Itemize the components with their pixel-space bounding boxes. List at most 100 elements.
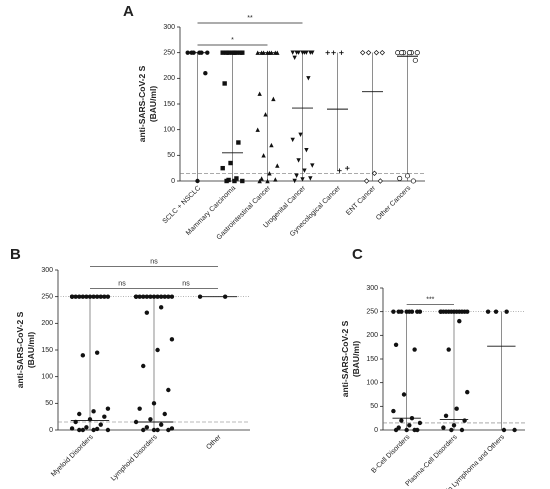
point xyxy=(155,294,160,299)
point xyxy=(377,178,384,184)
point xyxy=(148,294,153,299)
point xyxy=(169,294,175,299)
point xyxy=(485,309,491,314)
point xyxy=(396,309,401,314)
point xyxy=(306,76,311,81)
y-tick-label: 50 xyxy=(45,400,53,407)
point xyxy=(158,294,164,299)
y-axis-label-line: (BAU/ml) xyxy=(148,86,158,123)
point xyxy=(158,305,164,310)
y-tick-label: 0 xyxy=(49,427,53,434)
point xyxy=(94,426,100,432)
point xyxy=(504,309,509,314)
point xyxy=(105,427,111,433)
point xyxy=(166,387,171,393)
point xyxy=(300,50,305,55)
point xyxy=(263,112,268,117)
point xyxy=(73,294,78,299)
y-tick-label: 0 xyxy=(171,178,175,185)
y-tick-label: 50 xyxy=(370,403,378,410)
significance-label: * xyxy=(231,37,234,44)
point xyxy=(393,342,399,347)
point xyxy=(162,411,167,417)
point xyxy=(151,294,157,299)
x-tick-label: SCLC + NSCLC xyxy=(162,185,203,226)
point xyxy=(141,427,146,433)
significance-label: ** xyxy=(247,15,253,22)
x-tick-label: B-Cell Disorders xyxy=(370,433,411,474)
y-axis-label-line: (BAU/ml) xyxy=(351,341,361,378)
point xyxy=(84,425,89,430)
panel-label: A xyxy=(123,3,134,20)
point xyxy=(236,140,241,145)
point xyxy=(292,178,297,184)
point xyxy=(228,160,233,166)
y-tick-label: 150 xyxy=(41,347,53,354)
y-tick-label: 200 xyxy=(41,320,53,327)
point xyxy=(446,347,451,352)
point xyxy=(273,177,278,182)
point xyxy=(137,406,142,411)
point xyxy=(234,176,239,181)
point xyxy=(454,406,459,411)
point xyxy=(459,309,465,314)
point xyxy=(158,422,164,427)
y-tick-label: 100 xyxy=(41,374,53,381)
point xyxy=(255,127,260,132)
point xyxy=(69,426,75,431)
point xyxy=(302,168,307,173)
y-tick-label: 300 xyxy=(163,24,175,31)
y-axis-label-line: anti-SARS-CoV-2 S xyxy=(340,320,350,397)
point xyxy=(292,55,297,60)
point xyxy=(222,81,227,86)
point xyxy=(294,50,299,55)
significance-label: ns xyxy=(182,281,190,288)
point xyxy=(259,176,264,181)
point xyxy=(304,148,309,153)
point xyxy=(224,50,229,55)
x-tick-label: Other Cancers xyxy=(375,184,412,221)
y-tick-label: 100 xyxy=(163,127,175,134)
point xyxy=(294,173,299,179)
y-tick-label: 0 xyxy=(374,427,378,434)
point xyxy=(141,363,146,369)
point xyxy=(80,353,86,358)
point xyxy=(144,294,150,299)
point xyxy=(337,168,342,173)
point xyxy=(465,389,470,395)
point xyxy=(238,50,243,55)
point xyxy=(98,422,103,427)
point xyxy=(310,163,315,168)
point xyxy=(155,347,160,353)
point xyxy=(230,50,235,55)
point xyxy=(325,50,330,55)
point xyxy=(399,418,404,423)
x-tick-label: Myeloid Disorders xyxy=(50,433,95,478)
point xyxy=(290,50,295,55)
point xyxy=(220,50,225,55)
x-tick-label: ENT Cancer xyxy=(345,184,378,217)
y-tick-label: 150 xyxy=(366,356,378,363)
point xyxy=(87,417,93,422)
point xyxy=(363,178,370,184)
point xyxy=(151,401,157,406)
point xyxy=(404,173,411,179)
point xyxy=(137,294,142,299)
point xyxy=(457,318,462,324)
point xyxy=(371,170,378,176)
point xyxy=(345,165,350,171)
point xyxy=(406,50,413,56)
point xyxy=(449,427,454,433)
point xyxy=(451,423,457,428)
point xyxy=(257,178,262,184)
y-tick-label: 50 xyxy=(167,152,175,159)
point xyxy=(265,178,270,184)
point xyxy=(91,427,96,433)
point xyxy=(257,91,262,96)
point xyxy=(166,427,171,433)
point xyxy=(397,175,403,181)
point xyxy=(415,309,420,314)
point xyxy=(148,417,153,422)
point xyxy=(296,158,301,163)
point xyxy=(512,427,517,433)
